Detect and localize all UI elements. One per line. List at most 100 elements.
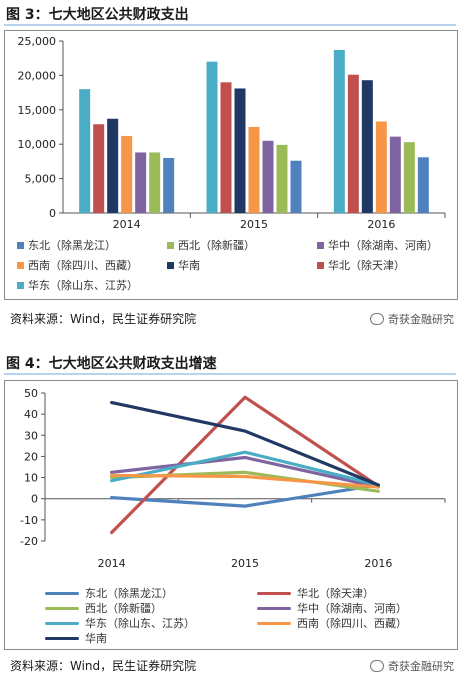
figure-4-title: 图 4：七大地区公共财政支出增速: [6, 356, 217, 372]
legend-swatch: [257, 591, 291, 595]
x-tick-label: 2015: [240, 218, 268, 231]
legend-label: 华南: [85, 632, 107, 645]
series-line: [110, 483, 380, 508]
bar: [234, 88, 246, 213]
y-tick-label: 15,000: [18, 104, 57, 117]
bar: [347, 74, 359, 213]
legend-swatch: [257, 621, 291, 625]
bar: [220, 82, 232, 213]
bar-chart-legend: 东北（除黑龙江） 西北（除新疆） 华中（除湖南、河南） 西南（除四川、西藏） 华南 华北（…: [5, 237, 457, 297]
legend-item: 华中（除湖南、河南）: [317, 237, 438, 253]
legend-item: 华东（除山东、江苏）: [45, 615, 195, 631]
bar: [333, 49, 345, 213]
bar: [93, 124, 105, 213]
bar: [389, 136, 401, 213]
legend-label: 东北（除黑龙江）: [85, 587, 173, 600]
figure-4-title-bar: 图 4：七大地区公共财政支出增速: [4, 351, 456, 375]
legend-label: 华北（除天津）: [297, 587, 374, 600]
bar: [276, 144, 288, 213]
legend-swatch: [317, 241, 324, 249]
legend-item: 西南（除四川、西藏）: [17, 257, 138, 273]
legend-swatch: [17, 261, 24, 269]
legend-item: 华北（除天津）: [257, 585, 374, 601]
legend-label: 华中（除湖南、河南）: [328, 239, 438, 252]
x-tick-label: 2015: [231, 557, 259, 570]
y-tick-label: 50: [24, 387, 38, 400]
legend-label: 华东（除山东、江苏）: [28, 279, 138, 292]
bar: [262, 140, 274, 213]
legend-swatch: [257, 606, 291, 610]
bar-chart-panel: 0 5,000 10,000 15,000 20,000 25,000 2014 2015 20…: [4, 30, 458, 300]
legend-label: 西南（除四川、西藏）: [28, 259, 138, 272]
y-tick-label: 25,000: [18, 35, 57, 48]
legend-item: 东北（除黑龙江）: [17, 237, 116, 253]
y-tick-label: 20: [24, 450, 38, 463]
bar: [403, 142, 415, 213]
y-tick-label: 0: [31, 493, 38, 506]
y-tick-label: -10: [20, 514, 38, 527]
series-line: [110, 395, 380, 535]
series-line: [110, 450, 380, 487]
figure-3-title: 图 3：七大地区公共财政支出: [6, 7, 189, 23]
watermark-text: 奇获金融研究: [388, 660, 454, 673]
bar-chart: 0 5,000 10,000 15,000 20,000 25,000 2014 2015 20…: [18, 35, 446, 231]
legend-label: 西北（除新疆）: [85, 602, 162, 615]
line-chart-legend: 东北（除黑龙江） 华北（除天津） 西北（除新疆） 华中（除湖南、河南） 华东（除山东、江…: [5, 585, 457, 647]
legend-item: 华北（除天津）: [317, 257, 405, 273]
figure-4-watermark: 奇获金融研究: [370, 658, 454, 674]
legend-swatch: [167, 241, 174, 249]
legend-item: 西北（除新疆）: [45, 600, 162, 616]
watermark-text: 奇获金融研究: [388, 313, 454, 326]
figure-3-watermark: 奇获金融研究: [370, 311, 454, 327]
x-tick-label: 2014: [113, 218, 141, 231]
figure-3-source: 资料来源：Wind，民生证券研究院: [10, 312, 197, 326]
legend-swatch: [17, 281, 24, 289]
legend-label: 华南: [178, 259, 200, 272]
y-tick-label: 0: [49, 207, 56, 220]
bar: [79, 89, 91, 213]
legend-item: 华南: [167, 257, 200, 273]
legend-item: 西北（除新疆）: [167, 237, 255, 253]
x-tick-label: 2016: [364, 557, 392, 570]
legend-label: 华东（除山东、江苏）: [85, 617, 195, 630]
bar: [417, 157, 429, 213]
y-tick-label: 40: [24, 408, 38, 421]
legend-swatch: [45, 606, 79, 610]
y-tick-label: -20: [20, 535, 38, 548]
wechat-icon: [370, 313, 384, 325]
legend-swatch: [45, 636, 79, 640]
legend-label: 华中（除湖南、河南）: [297, 602, 407, 615]
bar: [121, 135, 133, 213]
bar: [206, 61, 218, 213]
legend-item: 东北（除黑龙江）: [45, 585, 173, 601]
y-tick-label: 30: [24, 429, 38, 442]
legend-item: 西南（除四川、西藏）: [257, 615, 407, 631]
bar: [135, 152, 147, 213]
series-line: [110, 400, 380, 487]
bar: [107, 118, 119, 213]
legend-swatch: [45, 621, 79, 625]
legend-item: 华南: [45, 630, 107, 646]
legend-label: 东北（除黑龙江）: [28, 239, 116, 252]
bar: [163, 157, 175, 213]
y-tick-label: 5,000: [25, 173, 57, 186]
legend-item: 华中（除湖南、河南）: [257, 600, 407, 616]
bar: [375, 121, 387, 213]
legend-item: 华东（除山东、江苏）: [17, 277, 138, 293]
bar: [149, 152, 161, 213]
legend-label: 西南（除四川、西藏）: [297, 617, 407, 630]
x-tick-label: 2014: [98, 557, 126, 570]
series-line: [110, 473, 380, 489]
series-line: [110, 455, 380, 489]
legend-swatch: [17, 241, 24, 249]
y-tick-label: 20,000: [18, 69, 57, 82]
x-tick-label: 2016: [367, 218, 395, 231]
bar: [290, 160, 302, 213]
legend-swatch: [317, 261, 324, 269]
legend-swatch: [167, 261, 174, 269]
legend-swatch: [45, 591, 79, 595]
wechat-icon: [370, 660, 384, 672]
legend-label: 西北（除新疆）: [178, 239, 255, 252]
figure-4-source: 资料来源：Wind，民生证券研究院: [10, 659, 197, 673]
line-chart: -20 -10 0 10 20 30 40 50 2014 2015 2016: [20, 387, 446, 570]
